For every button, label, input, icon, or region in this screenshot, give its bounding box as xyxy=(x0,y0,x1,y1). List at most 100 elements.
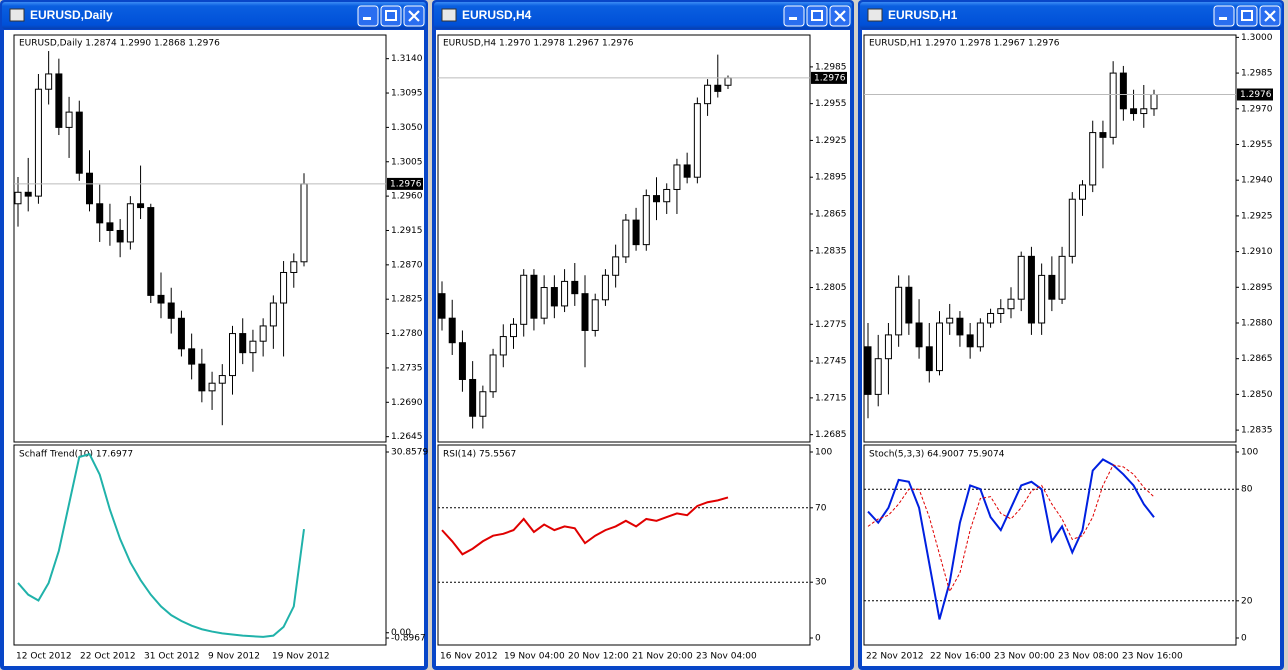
y-tick-label: 1.2985 xyxy=(815,62,847,72)
candle-body xyxy=(1089,132,1097,186)
candle-body xyxy=(673,164,681,190)
y-tick-label: 1.2835 xyxy=(1241,426,1273,436)
icon xyxy=(1219,17,1227,20)
icon xyxy=(789,17,797,20)
y-tick-label: 1.2645 xyxy=(391,432,423,442)
y-tick-label: 100 xyxy=(815,448,832,458)
candle-body xyxy=(884,334,892,360)
candle-body xyxy=(946,317,954,324)
candle-body xyxy=(540,287,548,319)
current-price-label: 1.2976 xyxy=(390,179,422,189)
candle-body xyxy=(198,363,206,392)
icon xyxy=(1241,10,1253,21)
candle-body xyxy=(550,287,558,307)
candle-body xyxy=(1038,274,1046,324)
y-tick-label: 1.2715 xyxy=(815,393,847,403)
indicator-line xyxy=(867,464,1155,593)
candle-body xyxy=(290,261,298,273)
candle-body xyxy=(1099,132,1107,138)
candle-body xyxy=(530,274,538,319)
y-tick-label: 1.2895 xyxy=(815,173,847,183)
chart-window: EURUSD,Daily EURUSD,Daily 1.2874 1.2990 1… xyxy=(0,0,428,670)
candle-body xyxy=(520,274,528,325)
candle-body xyxy=(157,294,165,304)
maximize-button[interactable] xyxy=(1236,5,1258,27)
x-axis-label: 16 Nov 2012 xyxy=(440,652,498,662)
indicator-panel xyxy=(13,444,387,646)
candle-body xyxy=(208,382,216,392)
chart-header: EURUSD,H4 1.2970 1.2978 1.2967 1.2976 xyxy=(443,39,634,49)
icon xyxy=(363,17,371,20)
candle-body xyxy=(895,286,903,336)
icon xyxy=(811,10,823,21)
indicator-line xyxy=(441,496,729,556)
candle-body xyxy=(479,391,487,417)
y-tick-label: 1.2745 xyxy=(815,357,847,367)
current-price-label: 1.2976 xyxy=(1240,90,1272,100)
y-tick-label: 1.2780 xyxy=(391,329,423,339)
candle-body xyxy=(34,88,42,197)
x-axis-label: 19 Nov 2012 xyxy=(272,652,330,662)
candle-body xyxy=(1140,108,1148,115)
y-tick-label: 1.2825 xyxy=(391,295,423,305)
y-tick-label: 1.3095 xyxy=(391,89,423,99)
y-tick-label: 100 xyxy=(1241,448,1258,458)
y-tick-label: 30.8579 xyxy=(391,448,428,458)
candle-body xyxy=(1027,255,1035,324)
candle-body xyxy=(188,348,196,365)
candle-body xyxy=(915,322,923,348)
current-price-box xyxy=(387,177,423,190)
candle-body xyxy=(280,271,288,304)
window-title: EURUSD,H4 xyxy=(462,8,532,22)
candle-body xyxy=(632,219,640,246)
candle-body xyxy=(1068,198,1076,257)
y-tick-label: 1.2880 xyxy=(1241,318,1273,328)
icon xyxy=(408,10,420,22)
window-icon xyxy=(441,8,457,22)
main-panel xyxy=(863,34,1237,443)
candle-body xyxy=(45,73,53,90)
y-tick-label: 1.2690 xyxy=(391,398,423,408)
candle-body xyxy=(469,378,477,417)
candle-body xyxy=(936,322,943,372)
candle-body xyxy=(714,84,722,92)
candle-body xyxy=(177,317,185,350)
current-price-box xyxy=(1237,88,1273,101)
y-tick-label: 0 xyxy=(1241,634,1247,644)
candle-body xyxy=(55,73,63,128)
maximize-button[interactable] xyxy=(806,5,828,27)
minimize-button[interactable] xyxy=(357,5,379,27)
maximize-button[interactable] xyxy=(380,5,402,27)
candle-body xyxy=(147,207,155,296)
y-tick-label: 1.2955 xyxy=(815,99,847,109)
candle-body xyxy=(956,317,964,336)
x-axis-label: 12 Oct 2012 xyxy=(16,652,72,662)
candle-body xyxy=(229,333,236,377)
candle-body xyxy=(1007,298,1015,310)
indicator-panel xyxy=(437,444,811,646)
candle-body xyxy=(14,191,22,205)
candle-body xyxy=(925,346,933,372)
x-axis-label: 20 Nov 12:00 xyxy=(568,652,629,662)
minimize-button[interactable] xyxy=(1213,5,1235,27)
candle-body xyxy=(622,219,630,258)
indicator-panel xyxy=(863,444,1237,646)
candle-body xyxy=(976,322,984,348)
window-icon xyxy=(9,8,25,22)
candle-body xyxy=(499,336,507,356)
y-tick-label: 20 xyxy=(1241,596,1253,606)
x-axis-label: 23 Nov 16:00 xyxy=(1122,652,1183,662)
candle-body xyxy=(86,172,93,205)
chart-header: EURUSD,Daily 1.2874 1.2990 1.2868 1.2976 xyxy=(19,39,220,49)
candle-body xyxy=(448,317,456,344)
y-tick-label: 1.2985 xyxy=(1241,69,1273,79)
candle-body xyxy=(653,195,660,203)
candle-body xyxy=(581,293,589,331)
title-bar xyxy=(434,2,852,29)
minimize-button[interactable] xyxy=(783,5,805,27)
y-tick-label: 1.2970 xyxy=(1241,104,1273,114)
candle-body xyxy=(663,188,671,203)
y-tick-label: 1.2865 xyxy=(815,209,847,219)
